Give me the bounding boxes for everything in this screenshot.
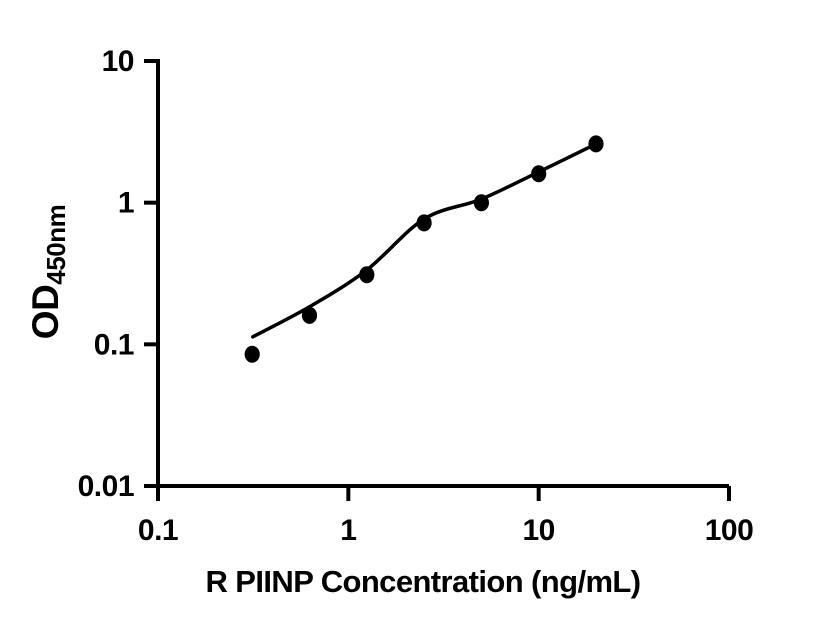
data-point [473, 194, 489, 212]
y-axis-tick-label: 1 [118, 187, 134, 220]
y-axis-tick-label: 10 [102, 45, 134, 78]
data-point [359, 266, 375, 284]
x-axis-tick-label: 1 [340, 514, 356, 547]
data-point [531, 165, 547, 183]
y-axis-title: OD450nm [25, 205, 71, 339]
x-axis-tick-label: 0.1 [138, 514, 178, 547]
data-point [244, 345, 260, 363]
data-point [416, 214, 432, 232]
x-axis-tick-label: 100 [705, 514, 754, 547]
y-axis-tick-label: 0.1 [94, 328, 134, 361]
data-point [301, 306, 318, 324]
y-axis-title-main: OD [25, 285, 66, 340]
x-axis-tick-label: 10 [522, 514, 554, 547]
data-point [588, 135, 604, 153]
y-axis-title-subscript: 450nm [41, 205, 71, 285]
y-axis-tick-label: 0.01 [78, 470, 134, 503]
x-axis-title: R PIINP Concentration (ng/mL) [206, 564, 641, 599]
